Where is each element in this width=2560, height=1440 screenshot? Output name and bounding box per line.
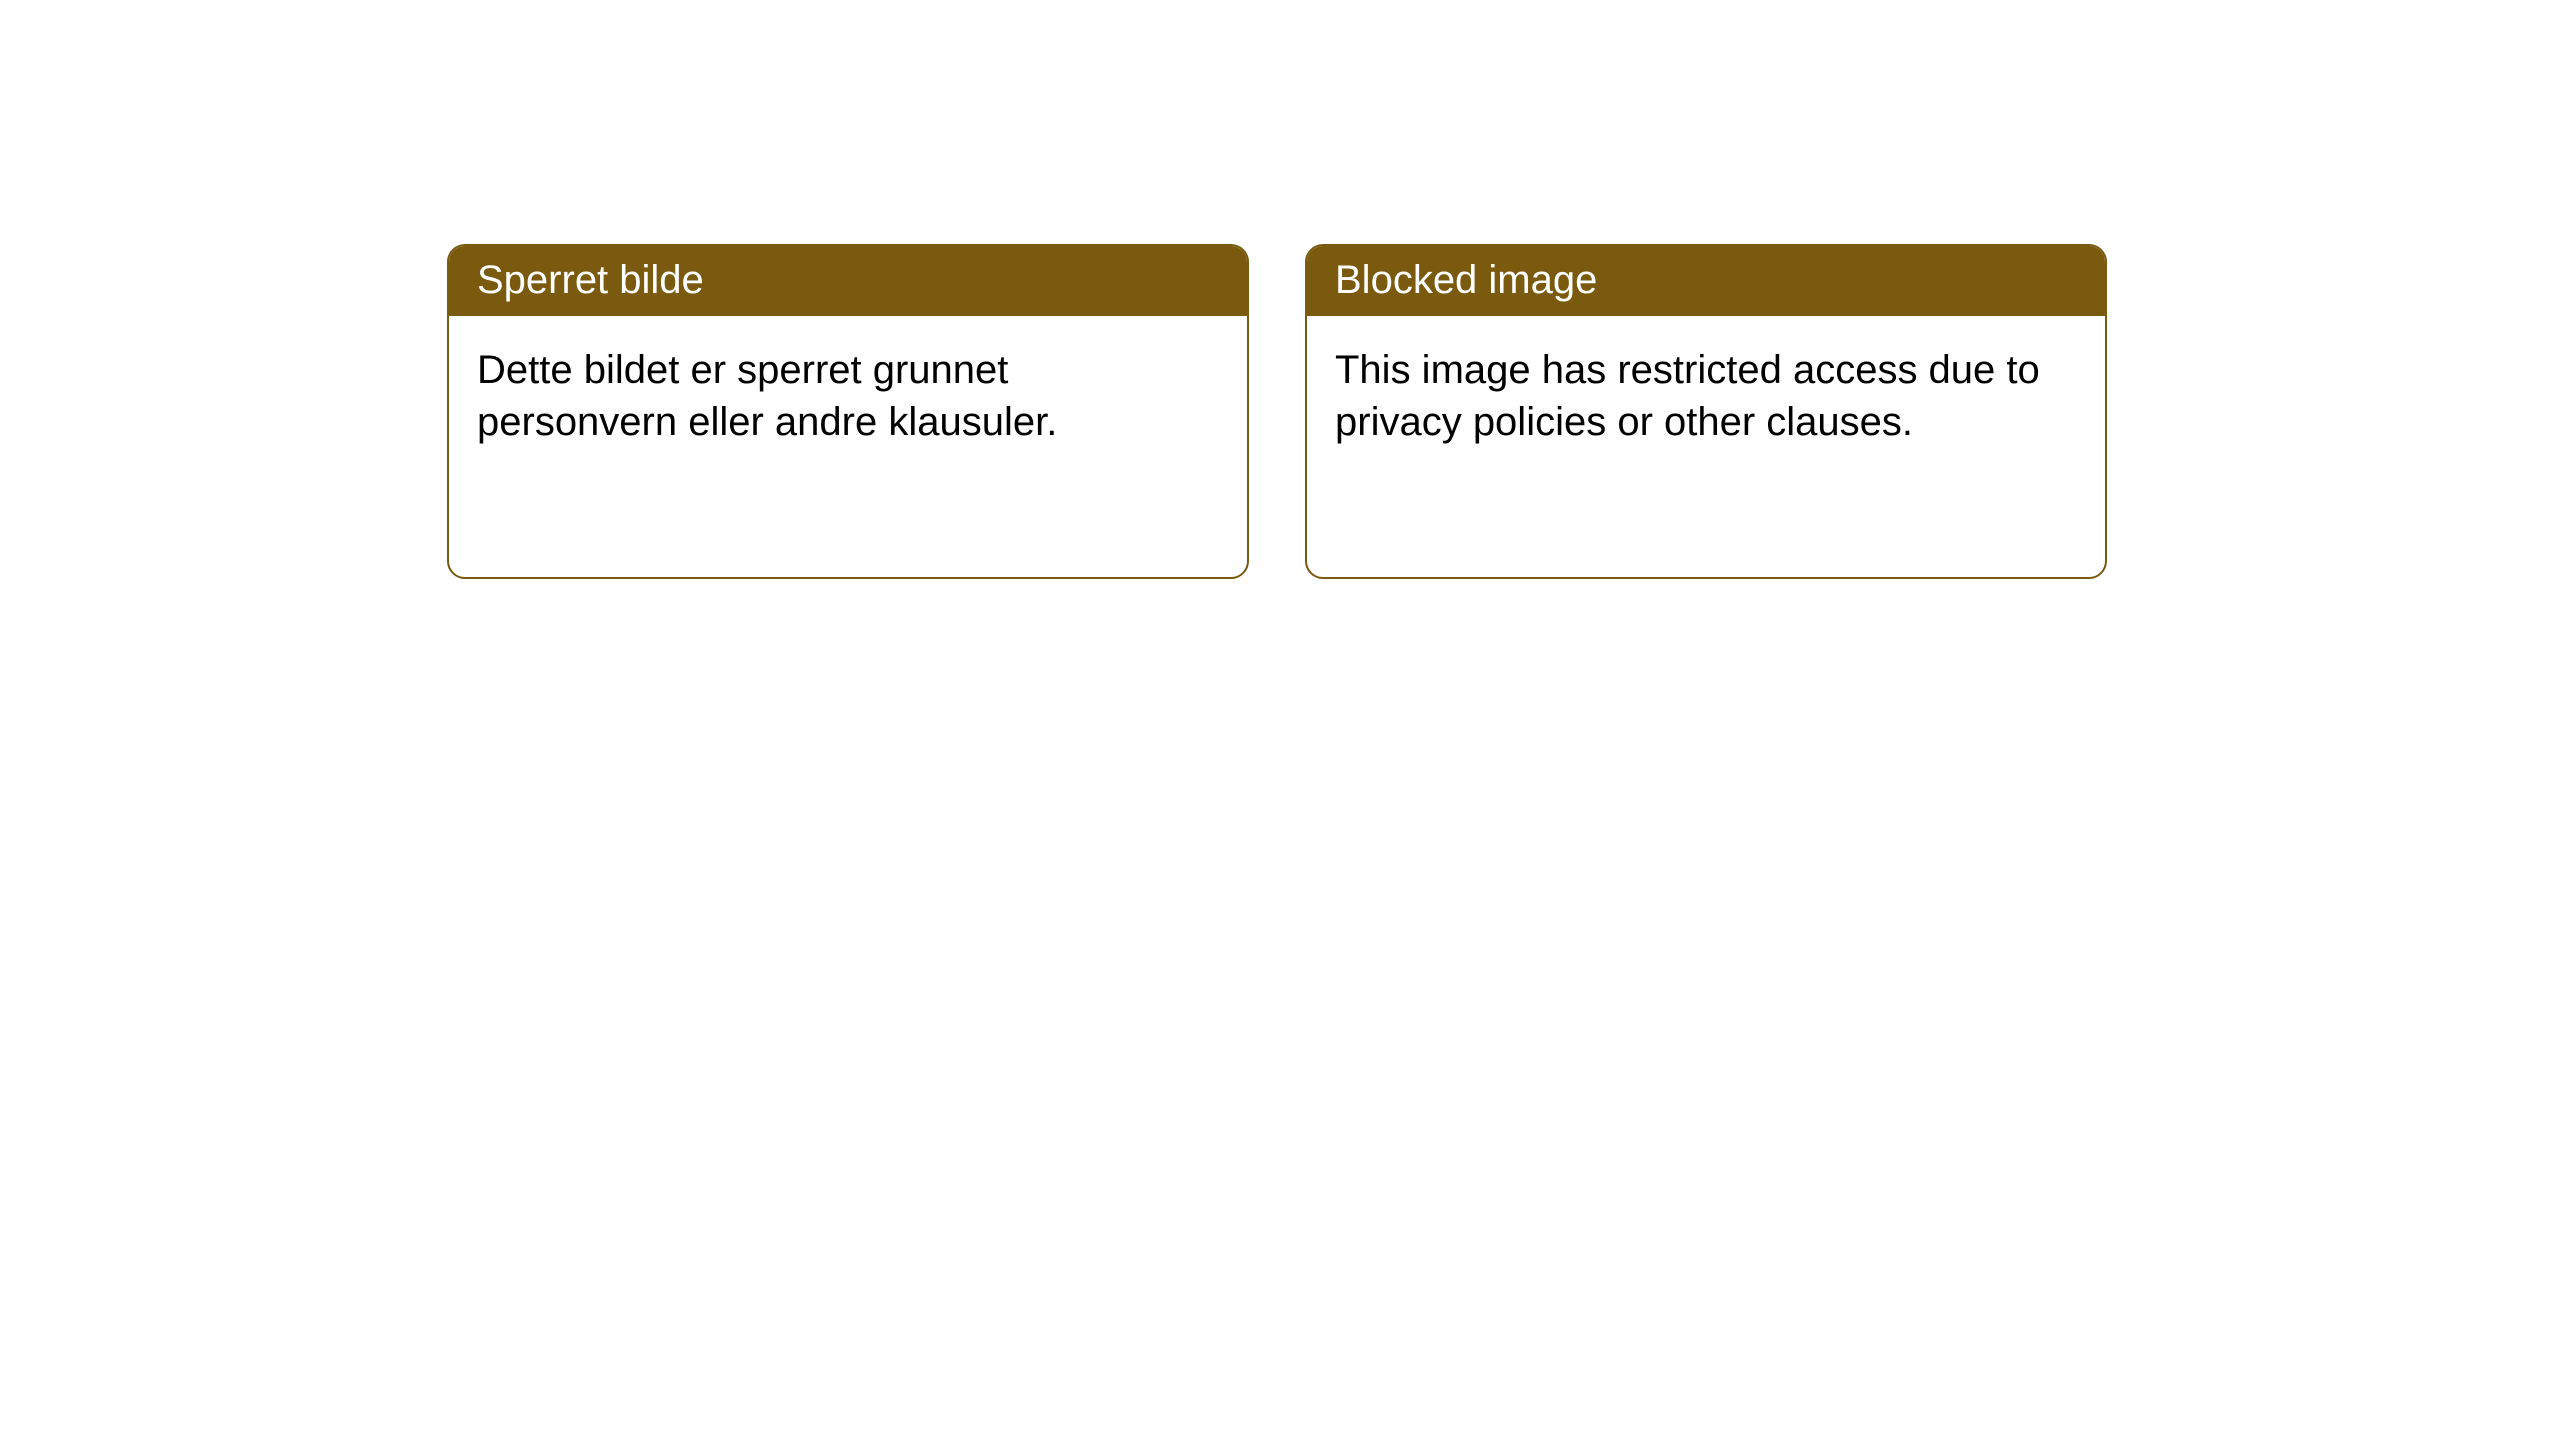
- notice-message: This image has restricted access due to …: [1335, 348, 2040, 444]
- notice-message: Dette bildet er sperret grunnet personve…: [477, 348, 1057, 444]
- notice-title: Blocked image: [1335, 258, 1597, 302]
- notice-container: Sperret bilde Dette bildet er sperret gr…: [0, 0, 2560, 579]
- notice-card-english: Blocked image This image has restricted …: [1305, 244, 2107, 579]
- notice-body: Dette bildet er sperret grunnet personve…: [449, 316, 1247, 468]
- notice-card-norwegian: Sperret bilde Dette bildet er sperret gr…: [447, 244, 1249, 579]
- notice-header: Sperret bilde: [449, 246, 1247, 316]
- notice-header: Blocked image: [1307, 246, 2105, 316]
- notice-title: Sperret bilde: [477, 258, 704, 302]
- notice-body: This image has restricted access due to …: [1307, 316, 2105, 468]
